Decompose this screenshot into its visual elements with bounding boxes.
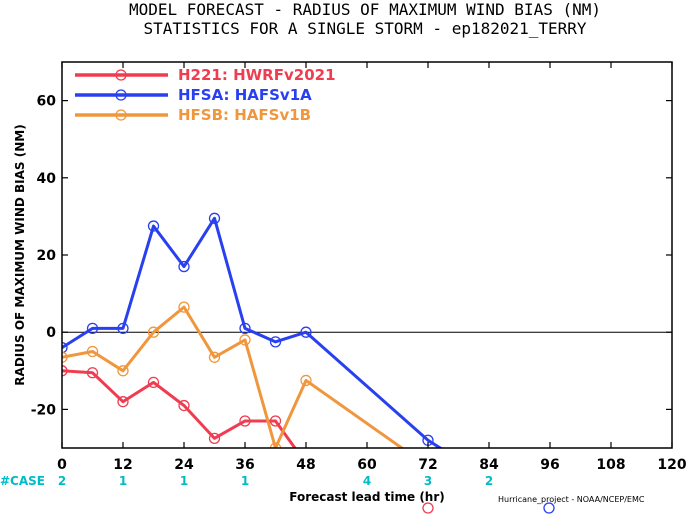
outside-markers-layer: [422, 502, 555, 514]
data-point: [62, 365, 68, 377]
case-count: 1: [119, 474, 127, 488]
data-point: [239, 334, 251, 346]
case-count: 2: [485, 474, 493, 488]
y-axis-label: RADIUS OF MAXIMUM WIND BIAS (NM): [13, 124, 27, 385]
x-tick-label: 0: [57, 457, 67, 473]
y-tick-label: 0: [46, 325, 56, 341]
data-point: [147, 220, 160, 232]
legend-marker-1: [115, 89, 127, 101]
plot-frame: [61, 61, 673, 449]
x-axis-label: Forecast lead time (hr): [289, 490, 445, 504]
data-point: [86, 345, 99, 358]
data-point: [239, 415, 251, 427]
legend-marker-0: [115, 69, 127, 81]
credit-text: Hurricane_project - NOAA/NCEP/EMC: [498, 495, 645, 504]
x-tick-label: 24: [174, 457, 194, 473]
x-tick-label: 72: [418, 457, 437, 473]
data-point: [86, 367, 99, 379]
case-count: 4: [363, 474, 371, 488]
data-point: [208, 432, 221, 445]
data-point: [269, 336, 282, 348]
data-point: [208, 351, 221, 363]
legend-label-2: HFSB: HAFSv1B: [178, 106, 311, 124]
case-label: #CASE: [0, 474, 45, 488]
legend-label-1: HFSA: HAFSv1A: [178, 86, 312, 104]
x-axis-ticks: 0 12 24 36 48 60 72 84 96 108 120: [57, 62, 687, 473]
legend: H221: HWRFv2021 HFSA: HAFSv1A HFSB: HAFSv1…: [75, 66, 336, 124]
data-point: [300, 374, 312, 387]
series-line-2: [62, 305, 405, 448]
data-point: [178, 260, 190, 273]
data-point: [147, 326, 160, 338]
legend-marker-2: [115, 109, 127, 121]
x-tick-label: 96: [540, 457, 559, 473]
series-layer: [62, 212, 464, 465]
data-point: [208, 212, 221, 224]
case-count: 1: [241, 474, 249, 488]
data-point: [62, 341, 68, 354]
case-count: 1: [180, 474, 188, 488]
data-point: [117, 396, 129, 408]
data-point: [147, 376, 160, 389]
y-axis-ticks: -20 0 20 40 60: [31, 94, 672, 418]
y-tick-label: 20: [37, 248, 57, 264]
chart-title-line1: MODEL FORECAST - RADIUS OF MAXIMUM WIND …: [129, 0, 601, 19]
legend-label-0: H221: HWRFv2021: [178, 66, 336, 84]
case-counts: 2 1 1 1 4 3 2: [58, 474, 493, 488]
data-point: [86, 322, 99, 334]
data-point: [300, 326, 312, 338]
data-point: [269, 415, 282, 427]
data-point: [269, 442, 282, 448]
series-line-1: [62, 216, 444, 448]
y-tick-label: -20: [31, 402, 57, 418]
data-point: [117, 322, 129, 334]
data-point: [178, 301, 190, 313]
data-point: [408, 451, 418, 461]
x-tick-label: 108: [596, 457, 625, 473]
y-tick-label: 60: [37, 94, 57, 110]
data-point: [117, 365, 129, 377]
y-tick-label: 40: [37, 171, 57, 187]
x-tick-label: 84: [479, 457, 499, 473]
chart-title-line2: STATISTICS FOR A SINGLE STORM - ep182021…: [143, 19, 586, 38]
case-count: 3: [424, 474, 432, 488]
x-tick-label: 36: [235, 457, 254, 473]
data-point: [239, 322, 251, 334]
x-tick-label: 48: [296, 457, 315, 473]
case-count: 2: [58, 474, 66, 488]
data-point: [454, 455, 464, 465]
offscale-marker: [543, 502, 555, 514]
data-point: [178, 399, 190, 412]
x-tick-label: 120: [657, 457, 686, 473]
data-point: [62, 351, 68, 363]
x-tick-label: 60: [357, 457, 377, 473]
series-line-0: [62, 369, 297, 448]
offscale-marker: [422, 502, 434, 514]
x-tick-label: 12: [113, 457, 132, 473]
